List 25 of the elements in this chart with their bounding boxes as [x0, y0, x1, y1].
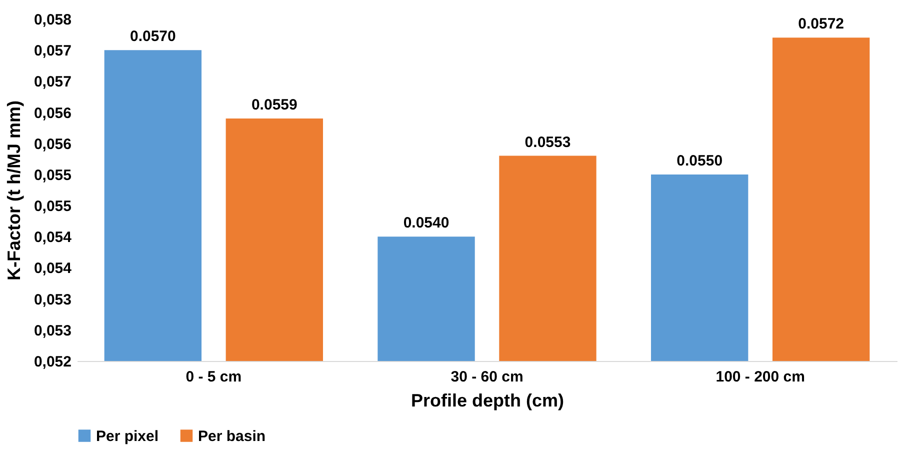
y-tick-label: 0,055 [34, 198, 72, 216]
data-label: 0.0559 [251, 96, 298, 114]
y-tick-label: 0,054 [34, 260, 72, 278]
x-tick-label: 30 - 60 cm [450, 368, 524, 386]
y-tick-label: 0,053 [34, 322, 72, 340]
data-label: 0.0553 [524, 134, 571, 151]
y-tick-label: 0,057 [34, 74, 72, 91]
y-tick-label: 0,058 [34, 12, 72, 28]
y-tick-label: 0,052 [34, 354, 72, 370]
y-tick-label: 0,055 [34, 166, 72, 184]
legend-label: Per pixel [96, 428, 159, 445]
y-tick-label: 0,053 [34, 291, 72, 308]
data-label: 0.0572 [798, 16, 844, 33]
data-label: 0.0570 [130, 28, 176, 46]
y-tick-label: 0,056 [34, 104, 72, 122]
x-axis-title: Profile depth (cm) [410, 390, 564, 410]
data-label: 0.0550 [676, 152, 723, 170]
y-tick-label: 0,056 [34, 136, 72, 153]
legend-label: Per basin [198, 428, 266, 445]
x-tick-label: 100 - 200 cm [716, 368, 805, 386]
y-tick-label: 0,054 [34, 229, 72, 246]
y-axis-title: K-Factor (t h/MJ mm) [4, 100, 24, 280]
data-label: 0.0540 [403, 214, 450, 232]
y-tick-label: 0,057 [34, 42, 72, 60]
x-tick-label: 0 - 5 cm [186, 368, 242, 386]
